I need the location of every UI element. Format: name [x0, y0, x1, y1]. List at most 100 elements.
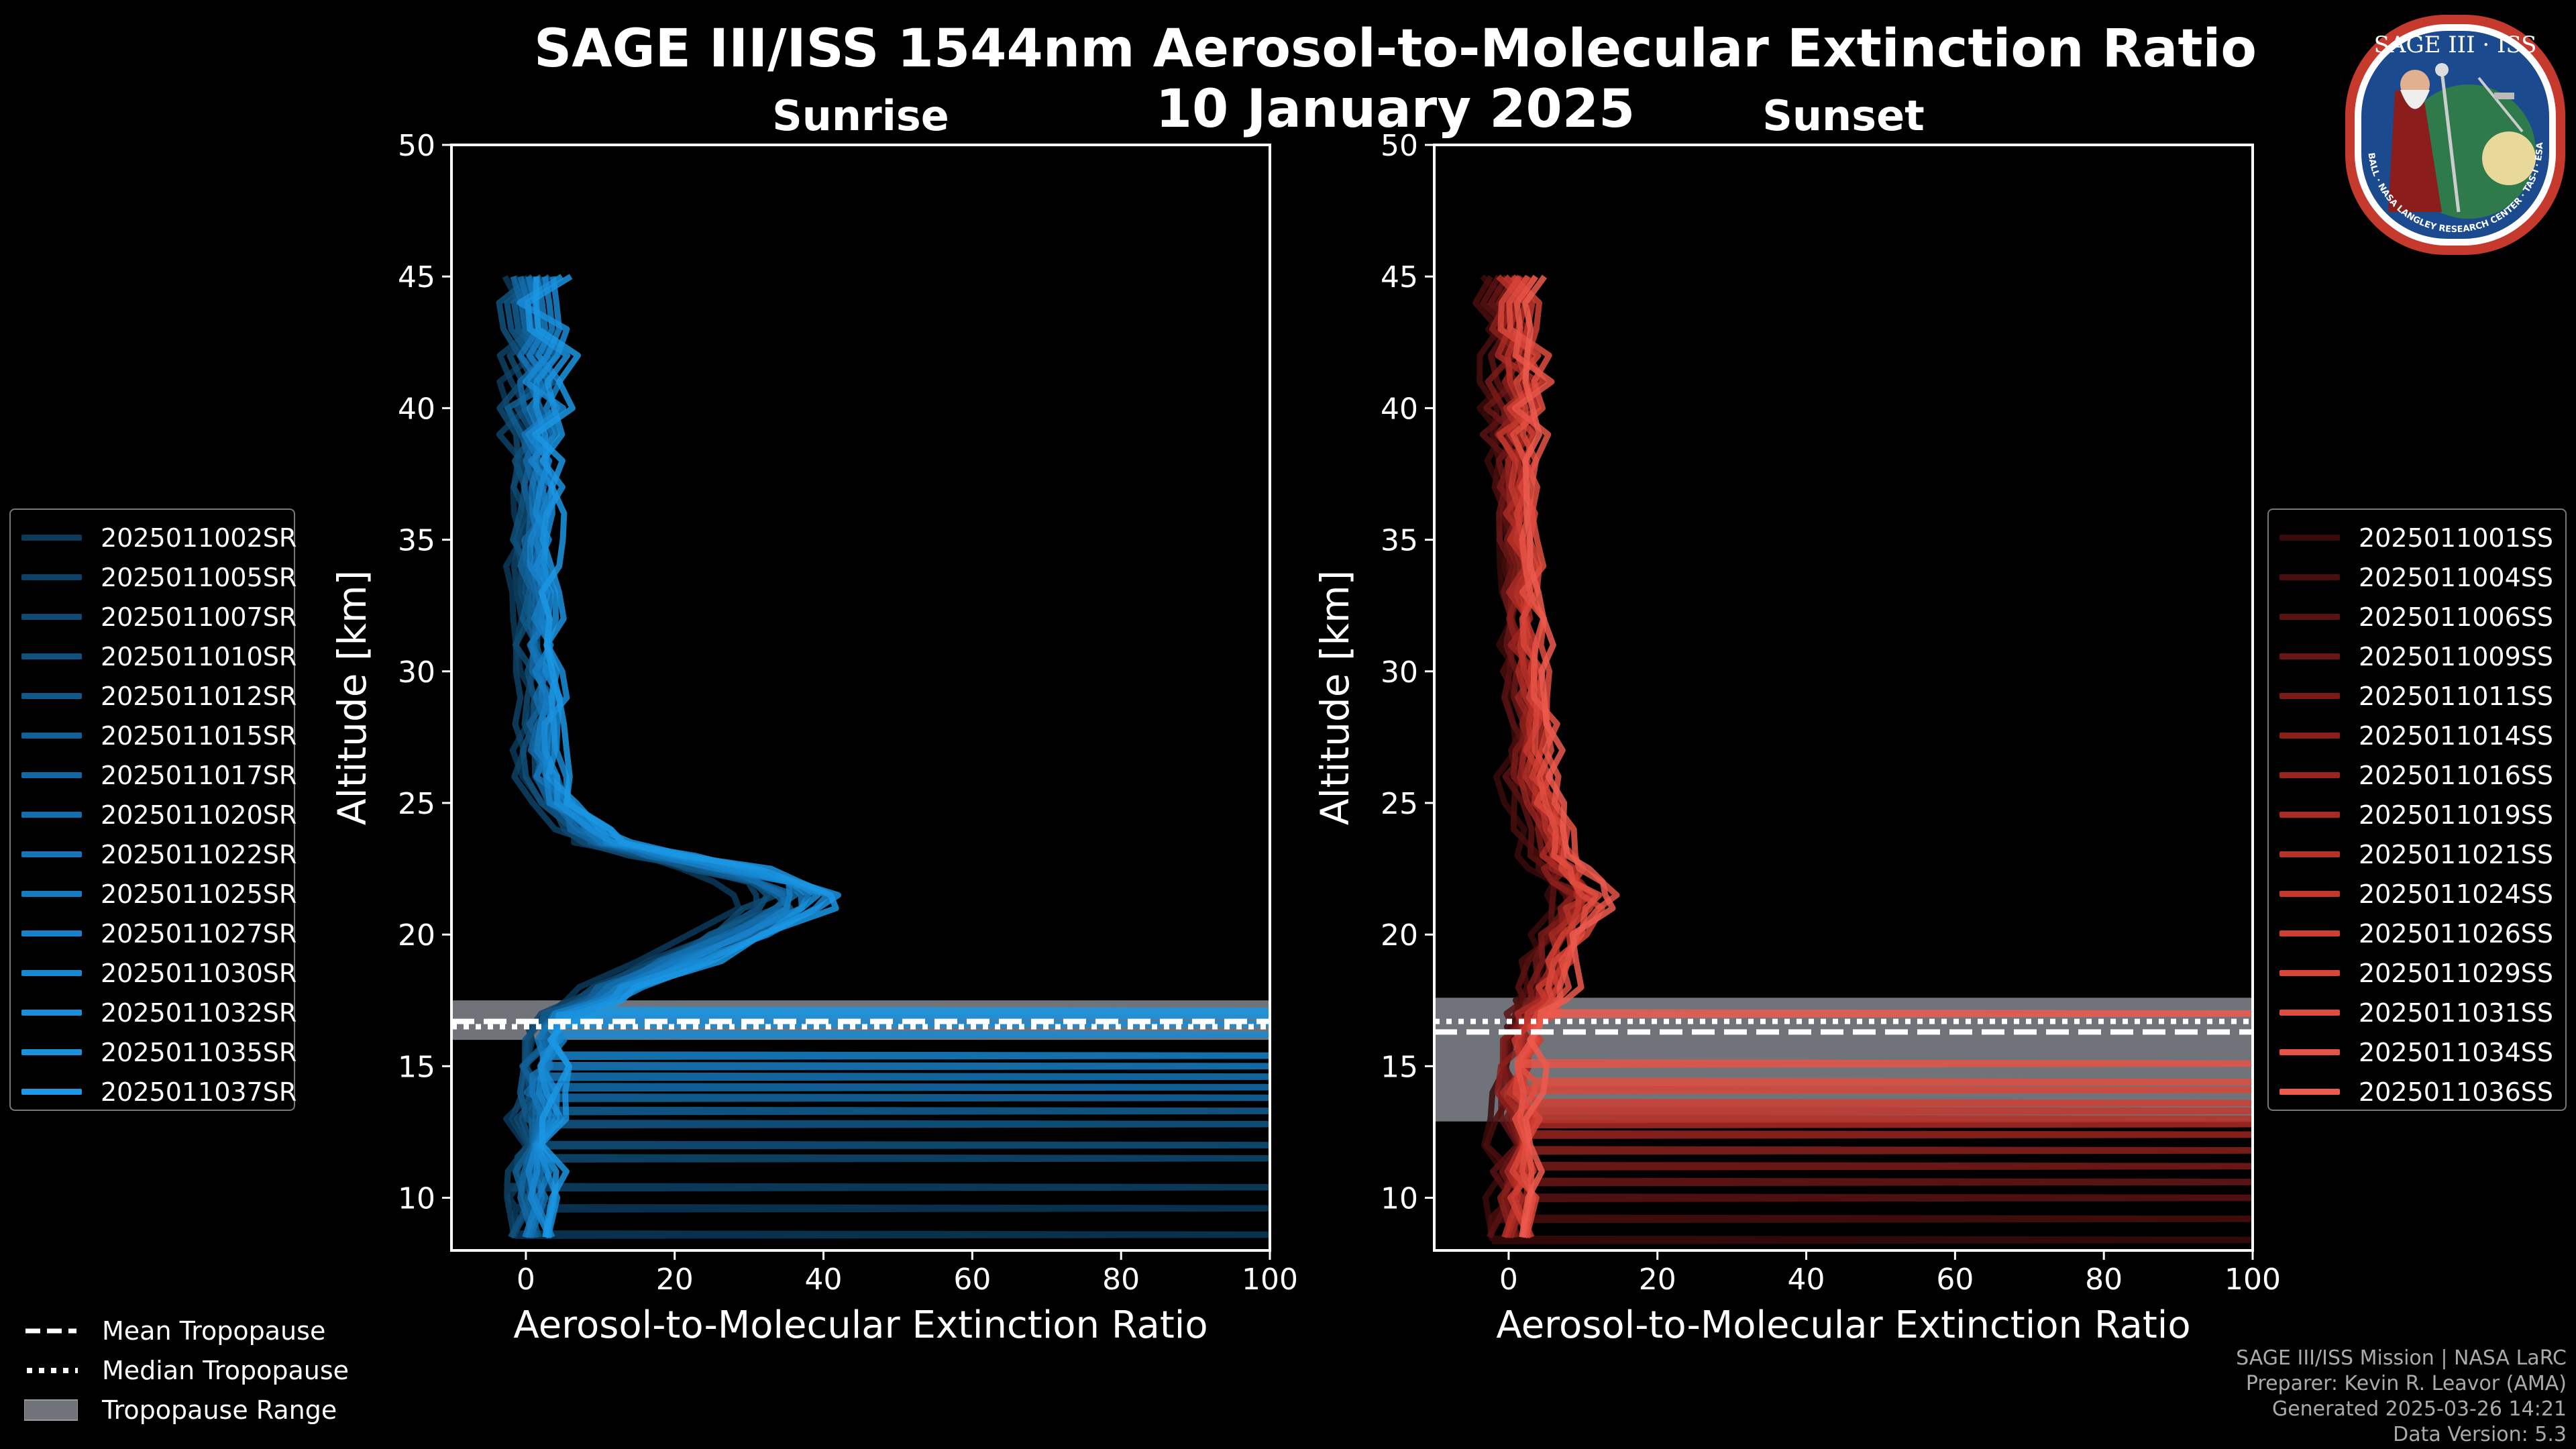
- y-tick-label: 35: [398, 524, 435, 558]
- x-tick-label: 100: [2224, 1263, 2281, 1297]
- chart-date: 10 January 2025: [1155, 79, 1635, 140]
- legend-swatch: [21, 930, 82, 936]
- legend-label: 2025011002SR: [101, 523, 297, 553]
- legend-label: 2025011007SR: [101, 602, 297, 632]
- profile-line-2025011020SR: [517, 275, 1270, 1239]
- x-tick-label: 60: [953, 1263, 991, 1297]
- x-axis-label: Aerosol-to-Molecular Extinction Ratio: [513, 1303, 1208, 1347]
- legend-entry: 2025011002SR: [21, 518, 297, 557]
- y-tick-label: 25: [398, 787, 435, 821]
- legend-swatch: [21, 812, 82, 818]
- profile-line-2025011015SR: [504, 274, 1270, 1238]
- legend-label: 2025011031SS: [2359, 998, 2554, 1028]
- credit-mission: SAGE III/ISS Mission | NASA LaRC: [2236, 1346, 2567, 1370]
- legend-swatch: [21, 772, 82, 778]
- legend-median-tropopause: Median Tropopause: [24, 1350, 349, 1390]
- legend-range-label: Tropopause Range: [102, 1395, 337, 1425]
- legend-label: 2025011035SR: [101, 1037, 297, 1067]
- legend-entry: 2025011030SR: [21, 953, 297, 993]
- profile-lines: [1472, 274, 2253, 1244]
- legend-swatch: [21, 535, 82, 541]
- dashed-line-icon: [25, 1328, 76, 1333]
- legend-swatch: [21, 851, 82, 857]
- legend-entry: 2025011007SR: [21, 597, 297, 637]
- y-axis-label: Altitude [km]: [1312, 570, 1358, 825]
- sunset-panel: 0 20 40 60 80 100 10 15 20 25 30 35 40 45 50 Aerosol-to…: [1312, 129, 2281, 1347]
- legend-swatch: [2279, 614, 2340, 620]
- logo-text: SAGE III · ISS: [2374, 32, 2537, 58]
- profile-line-2025011037SR: [532, 276, 1270, 1238]
- profile-line-2025011030SR: [522, 276, 1270, 1239]
- x-tick-label: 80: [2085, 1263, 2123, 1297]
- legend-label: 2025011022SR: [101, 839, 297, 869]
- legend-entry: 2025011036SS: [2279, 1072, 2555, 1112]
- y-tick-label: 40: [398, 392, 435, 426]
- legend-label: 2025011037SR: [101, 1077, 297, 1107]
- legend-swatch: [2279, 733, 2340, 739]
- profile-line-2025011005SR: [496, 275, 1270, 1238]
- profile-line-2025011029SS: [1497, 274, 2253, 1238]
- legend-label: 2025011014SS: [2359, 720, 2554, 751]
- chart-title: SAGE III/ISS 1544nm Aerosol-to-Molecular…: [534, 19, 2257, 79]
- profile-line-2025011035SR: [525, 274, 1270, 1238]
- legend-swatch: [2279, 1010, 2340, 1016]
- legend-tropopause-range: Tropopause Range: [24, 1390, 349, 1430]
- legend-swatch: [2279, 574, 2340, 580]
- sunrise-panel: 0 20 40 60 80 100 10 15 20 25 30 35 40 45 50 Aerosol-to…: [329, 129, 1298, 1347]
- legend-swatch: [21, 970, 82, 976]
- legend-label: 2025011009SS: [2359, 641, 2554, 672]
- legend-label: 2025011020SR: [101, 800, 297, 830]
- sunset-subtitle: Sunset: [1762, 91, 1925, 140]
- legend-entry: 2025011024SS: [2279, 874, 2555, 914]
- legend-entry: 2025011012SR: [21, 676, 297, 716]
- legend-swatch: [21, 733, 82, 739]
- legend-label: 2025011027SR: [101, 918, 297, 949]
- legend-swatch: [2279, 693, 2340, 699]
- range-swatch-icon: [24, 1399, 78, 1421]
- legend-entry: 2025011037SR: [21, 1072, 297, 1112]
- y-tick-label: 15: [1381, 1050, 1418, 1084]
- legend-label: 2025011036SS: [2359, 1077, 2554, 1107]
- y-tick-label: 35: [1381, 524, 1418, 558]
- legend-swatch: [2279, 1089, 2340, 1095]
- legend-label: 2025011004SS: [2359, 562, 2554, 592]
- dotted-line-icon: [27, 1367, 78, 1373]
- legend-entry: 2025011034SS: [2279, 1032, 2555, 1072]
- credits: SAGE III/ISS Mission | NASA LaRC Prepare…: [2236, 1346, 2567, 1448]
- legend-entry: 2025011015SR: [21, 716, 297, 755]
- legend-mean-tropopause: Mean Tropopause: [24, 1311, 349, 1350]
- legend-entry: 2025011032SR: [21, 993, 297, 1032]
- profile-line-2025011002SR: [496, 275, 1270, 1239]
- legend-entry: 2025011014SS: [2279, 716, 2555, 755]
- legend-label: 2025011024SS: [2359, 879, 2554, 909]
- legend-swatch: [21, 653, 82, 659]
- legend-entry: 2025011025SR: [21, 874, 297, 914]
- legend-label: 2025011029SS: [2359, 958, 2554, 988]
- legend-entry: 2025011020SR: [21, 795, 297, 835]
- legend-entry: 2025011029SS: [2279, 953, 2555, 993]
- legend-entry: 2025011005SR: [21, 557, 297, 597]
- x-tick-label: 100: [1242, 1263, 1298, 1297]
- legend-entry: 2025011027SR: [21, 914, 297, 953]
- legend-entry: 2025011009SS: [2279, 637, 2555, 676]
- legend-label: 2025011010SR: [101, 641, 297, 672]
- legend-swatch: [21, 1010, 82, 1016]
- legend-entry: 2025011010SR: [21, 637, 297, 676]
- profile-line-2025011012SR: [504, 274, 1270, 1238]
- legend-entry: 2025011021SS: [2279, 835, 2555, 874]
- legend-swatch: [2279, 1049, 2340, 1055]
- legend-swatch: [2279, 970, 2340, 976]
- legend-label: 2025011032SR: [101, 998, 297, 1028]
- legend-swatch: [2279, 535, 2340, 541]
- legend-entry: 2025011022SR: [21, 835, 297, 874]
- legend-entry: 2025011001SS: [2279, 518, 2555, 557]
- legend-swatch: [2279, 851, 2340, 857]
- credit-version: Data Version: 5.3: [2393, 1423, 2567, 1446]
- legend-entry: 2025011004SS: [2279, 557, 2555, 597]
- legend-swatch: [21, 1089, 82, 1095]
- x-tick-label: 0: [517, 1263, 535, 1297]
- legend-label: 2025011006SS: [2359, 602, 2554, 632]
- legend-label: 2025011012SR: [101, 681, 297, 711]
- sage-iii-iss-logo: SAGE III · ISS BALL · NASA LANGLEY RESEA…: [2345, 15, 2565, 255]
